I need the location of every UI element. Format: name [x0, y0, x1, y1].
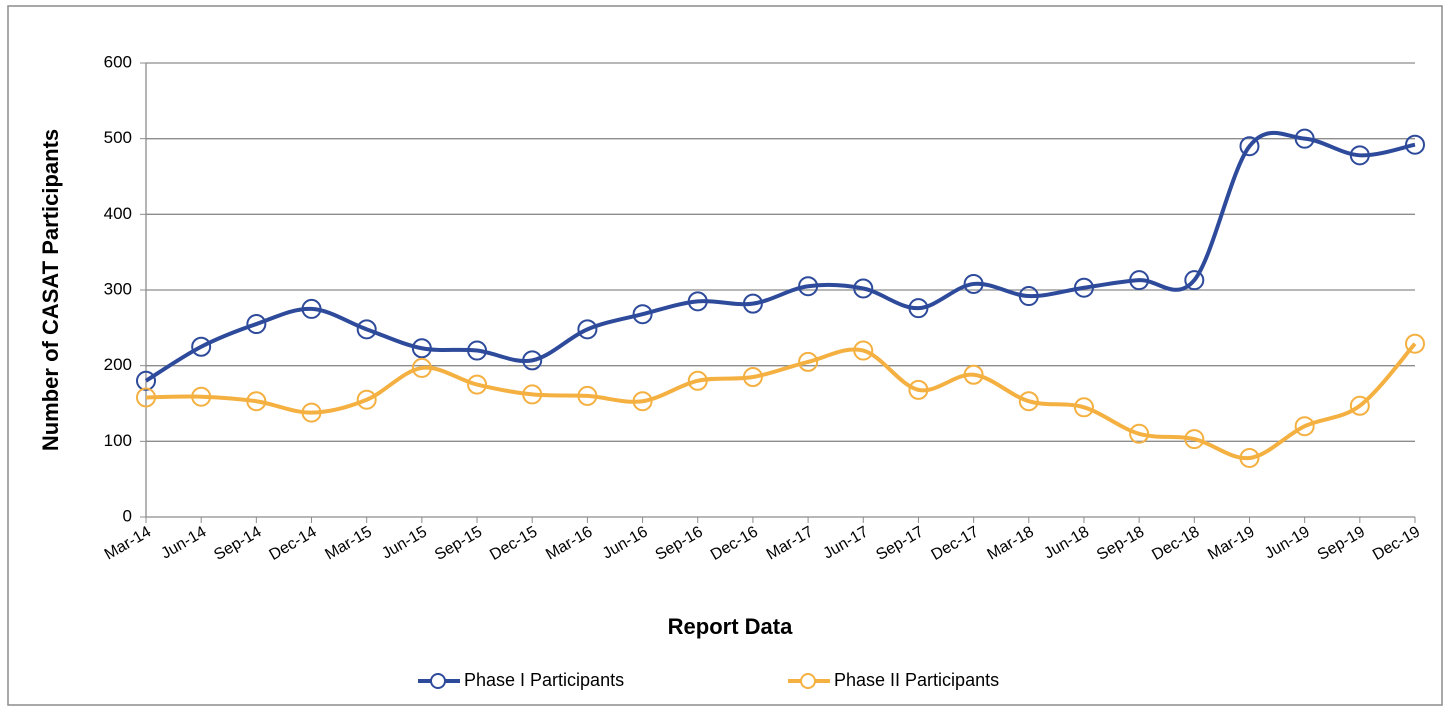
point-marker — [1018, 286, 1039, 307]
point-marker — [522, 384, 543, 405]
point-marker — [1405, 333, 1425, 354]
point-marker — [301, 298, 322, 319]
point-marker — [356, 389, 377, 410]
point-marker — [1129, 270, 1150, 291]
point-marker — [246, 391, 267, 412]
point-marker — [632, 304, 653, 325]
series-line — [145, 342, 1417, 460]
y-tick-label: 100 — [104, 431, 132, 450]
point-marker — [963, 364, 984, 385]
point-marker — [356, 319, 377, 340]
point-marker — [1349, 395, 1370, 416]
point-marker — [1294, 416, 1315, 437]
chart-frame — [7, 5, 1443, 706]
y-axis-title: Number of CASAT Participants — [38, 129, 63, 451]
point-marker — [1073, 397, 1094, 418]
point-marker — [411, 357, 432, 378]
legend-label: Phase II Participants — [834, 670, 999, 690]
point-marker — [1294, 128, 1315, 149]
y-tick-label: 300 — [104, 279, 132, 298]
point-marker — [577, 385, 598, 406]
point-marker — [687, 370, 708, 391]
point-marker — [853, 278, 874, 299]
point-marker — [853, 340, 874, 361]
legend-label: Phase I Participants — [464, 670, 624, 690]
point-marker — [522, 350, 543, 371]
point-marker — [301, 402, 322, 423]
point-marker — [798, 351, 819, 372]
point-marker — [467, 374, 488, 395]
point-marker — [246, 314, 267, 335]
point-marker — [1073, 277, 1094, 298]
point-marker — [1405, 134, 1425, 155]
point-marker — [1184, 270, 1205, 291]
y-tick-label: 400 — [104, 204, 132, 223]
point-marker — [136, 387, 156, 408]
point-marker — [411, 338, 432, 359]
point-marker — [742, 367, 763, 388]
y-tick-label: 0 — [123, 506, 132, 525]
point-marker — [467, 340, 488, 361]
y-tick-label: 200 — [104, 355, 132, 374]
point-marker — [798, 276, 819, 297]
point-marker — [963, 273, 984, 294]
point-marker — [632, 391, 653, 412]
legend-marker — [800, 673, 816, 689]
point-marker — [1018, 391, 1039, 412]
point-marker — [908, 379, 929, 400]
y-tick-label: 500 — [104, 128, 132, 147]
point-marker — [191, 386, 212, 407]
point-marker — [577, 319, 598, 340]
y-tick-label: 600 — [104, 52, 132, 71]
point-marker — [1239, 136, 1260, 157]
point-marker — [908, 298, 929, 319]
point-marker — [191, 336, 212, 357]
point-marker — [687, 291, 708, 312]
point-marker — [1349, 145, 1370, 166]
legend-marker — [430, 673, 446, 689]
x-axis-title: Report Data — [668, 614, 793, 639]
point-marker — [742, 293, 763, 314]
series-line — [144, 130, 1416, 383]
point-marker — [1184, 429, 1205, 450]
point-marker — [136, 370, 156, 391]
point-marker — [1239, 447, 1260, 468]
point-marker — [1129, 423, 1150, 444]
